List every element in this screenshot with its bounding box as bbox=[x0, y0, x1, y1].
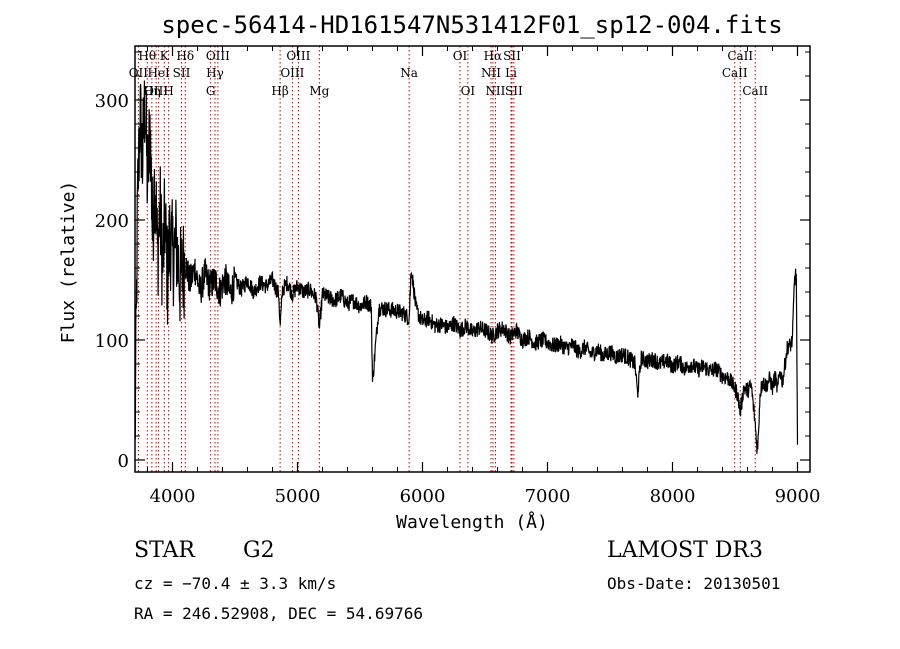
line-label-25: CaII bbox=[727, 49, 753, 63]
line-label-17: OI bbox=[453, 49, 468, 63]
line-label-9: OIII bbox=[206, 49, 230, 63]
line-label-22: Li bbox=[505, 66, 517, 80]
line-label-27: CaII bbox=[742, 84, 768, 98]
line-label-12: OIII bbox=[286, 49, 310, 63]
line-label-5: Hη bbox=[143, 84, 161, 98]
line-label-0: Hθ bbox=[138, 49, 156, 63]
x-tick-label-3: 7000 bbox=[525, 486, 571, 507]
line-label-8: SII bbox=[173, 66, 191, 80]
line-label-6: H bbox=[163, 84, 173, 98]
line-label-11: G bbox=[206, 84, 216, 98]
y-tick-label-2: 200 bbox=[95, 211, 129, 232]
x-tick-label-4: 8000 bbox=[650, 486, 696, 507]
y-axis-ticks: 0 100 200 300 bbox=[95, 51, 810, 472]
line-label-3: K bbox=[160, 49, 170, 63]
line-label-2: OIII bbox=[144, 84, 168, 98]
line-label-26: CaII bbox=[722, 66, 748, 80]
emission-line-labels: Hθ OII OIII K HeI Hη H Hδ SII OIII Hγ G OIII OIII Hβ Mg… bbox=[129, 49, 769, 98]
line-label-16: Na bbox=[400, 66, 418, 80]
spectrum-series-line bbox=[134, 80, 799, 454]
survey-name: LAMOST DR3 bbox=[607, 538, 763, 563]
x-tick-label-0: 4000 bbox=[150, 486, 196, 507]
object-subclass: G2 bbox=[243, 538, 275, 563]
line-label-10: Hγ bbox=[206, 66, 224, 80]
line-label-24: SII bbox=[505, 84, 523, 98]
line-label-1: OII bbox=[129, 66, 149, 80]
line-label-4: HeI bbox=[147, 66, 170, 80]
x-tick-label-1: 5000 bbox=[275, 486, 321, 507]
x-axis-ticks: 4000 5000 6000 7000 8000 9000 bbox=[147, 46, 821, 507]
y-tick-label-3: 300 bbox=[95, 91, 129, 112]
line-label-20: SII bbox=[503, 49, 521, 63]
line-label-19: Hα bbox=[484, 49, 503, 63]
line-label-7: Hδ bbox=[176, 49, 194, 63]
x-tick-label-2: 6000 bbox=[400, 486, 446, 507]
observation-date: Obs-Date: 20130501 bbox=[607, 574, 781, 593]
chart-title: spec-56414-HD161547N531412F01_sp12-004.f… bbox=[161, 11, 782, 39]
line-label-15: Mg bbox=[309, 84, 329, 98]
object-class: STAR bbox=[134, 538, 195, 563]
x-tick-label-5: 9000 bbox=[775, 486, 821, 507]
line-label-18: OI bbox=[461, 84, 476, 98]
y-tick-label-1: 100 bbox=[95, 331, 129, 352]
line-label-14: Hβ bbox=[271, 84, 288, 98]
y-tick-label-0: 0 bbox=[118, 451, 129, 472]
emission-line-markers bbox=[137, 46, 756, 472]
coordinates: RA = 246.52908, DEC = 54.69766 bbox=[134, 604, 423, 623]
x-axis-label: Wavelength (Å) bbox=[396, 511, 548, 533]
y-axis-label: Flux (relative) bbox=[58, 181, 79, 344]
redshift-velocity: cz = −70.4 ± 3.3 km/s bbox=[134, 574, 337, 593]
plot-frame bbox=[134, 45, 811, 473]
line-label-13: OIII bbox=[280, 66, 304, 80]
line-label-21: NII bbox=[481, 66, 501, 80]
line-label-23: NII bbox=[485, 84, 505, 98]
